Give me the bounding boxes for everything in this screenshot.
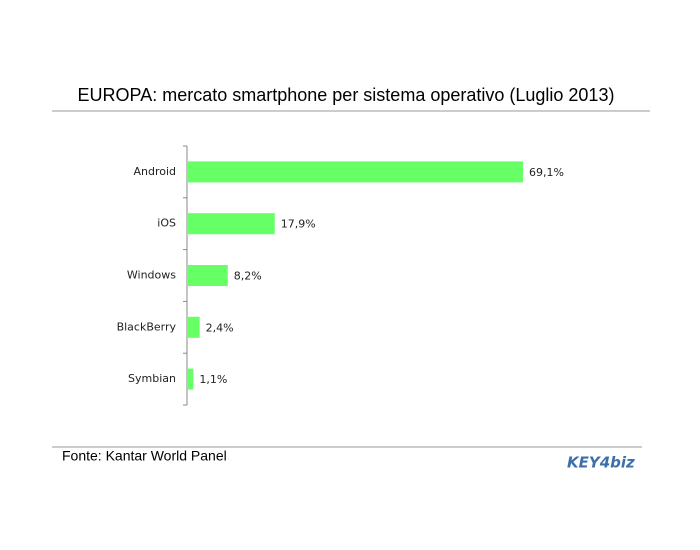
value-label: 8,2%	[234, 270, 262, 283]
source: Fonte: Kantar World Panel	[62, 448, 227, 464]
value-label: 1,1%	[199, 373, 227, 386]
category-label: Windows	[127, 269, 176, 282]
logo: KEY4biz	[567, 454, 635, 472]
category-label: iOS	[157, 217, 176, 230]
chart-title: EUROPA: mercato smartphone per sistema o…	[78, 85, 615, 105]
bar	[188, 213, 275, 235]
bar	[188, 368, 194, 390]
value-label: 17,9%	[281, 218, 316, 231]
value-label: 2,4%	[206, 321, 234, 334]
category-label: Android	[133, 165, 176, 178]
bar	[188, 265, 228, 286]
category-label: Symbian	[128, 372, 176, 385]
value-label: 69,1%	[529, 166, 564, 179]
bar	[188, 316, 200, 338]
category-label: BlackBerry	[117, 320, 177, 333]
bar	[188, 161, 523, 183]
